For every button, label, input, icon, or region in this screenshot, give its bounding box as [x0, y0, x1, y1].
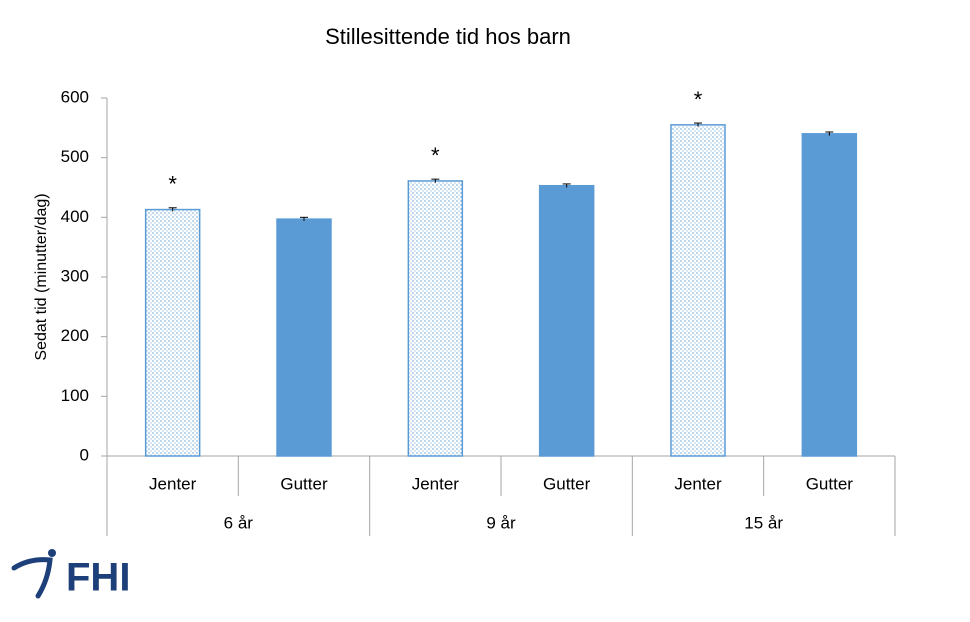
x-tick-label: Jenter — [149, 474, 197, 493]
chart-title: Stillesittende tid hos barn — [325, 24, 571, 49]
logo-text: FHI — [66, 556, 130, 600]
x-tick-label: Gutter — [280, 474, 328, 493]
bar — [538, 184, 595, 457]
bar — [276, 218, 332, 457]
logo-icon — [11, 557, 53, 599]
bar — [801, 133, 858, 457]
group-label: 6 år — [224, 513, 254, 532]
bar — [407, 180, 464, 457]
y-tick-label: 600 — [61, 87, 89, 106]
group-label: 15 år — [744, 513, 783, 532]
y-tick-label: 400 — [61, 207, 89, 226]
y-tick-label: 0 — [80, 445, 89, 464]
x-tick-label: Gutter — [543, 474, 591, 493]
y-tick-label: 200 — [61, 326, 89, 345]
x-tick-label: Jenter — [674, 474, 722, 493]
group-label: 9 år — [486, 513, 516, 532]
y-axis-label: Sedat tid (minutter/dag) — [33, 193, 50, 360]
bar — [144, 208, 201, 457]
y-tick-label: 500 — [61, 147, 89, 166]
annotation: * — [431, 143, 440, 168]
logo-dot — [48, 549, 56, 557]
x-tick-label: Gutter — [806, 474, 854, 493]
y-tick-label: 100 — [61, 386, 89, 405]
annotation: * — [694, 87, 703, 112]
y-tick-label: 300 — [61, 266, 89, 285]
x-tick-label: Jenter — [412, 474, 460, 493]
annotation: * — [168, 172, 177, 197]
bar — [670, 124, 726, 457]
logo: FHI — [11, 549, 130, 600]
